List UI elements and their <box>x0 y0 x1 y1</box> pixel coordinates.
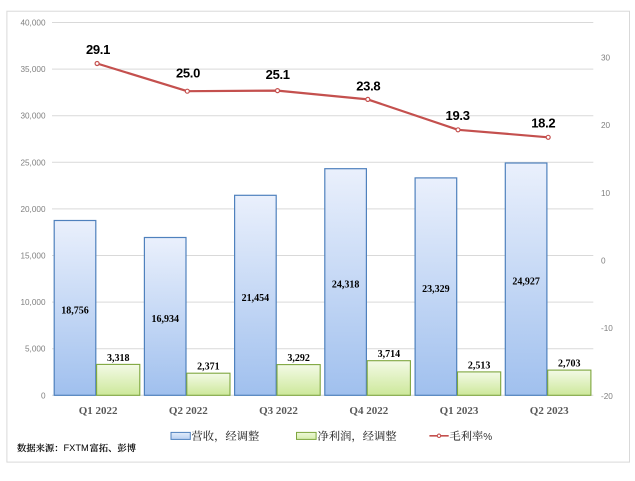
svg-text:5,000: 5,000 <box>25 345 46 354</box>
svg-text:23.8: 23.8 <box>356 79 380 94</box>
svg-text:Q4 2022: Q4 2022 <box>349 405 388 417</box>
svg-text:-20: -20 <box>601 392 613 401</box>
svg-text:Q3 2022: Q3 2022 <box>259 405 298 417</box>
svg-text:16,934: 16,934 <box>151 314 179 325</box>
svg-text:3,714: 3,714 <box>378 349 401 360</box>
svg-text:30: 30 <box>601 53 611 62</box>
svg-text:0: 0 <box>41 391 46 400</box>
svg-text:23,329: 23,329 <box>422 284 450 295</box>
svg-text:3,292: 3,292 <box>287 353 310 364</box>
svg-text:Q1 2022: Q1 2022 <box>79 405 118 417</box>
svg-text:10,000: 10,000 <box>20 298 45 307</box>
svg-text:-10: -10 <box>601 324 613 333</box>
svg-text:30,000: 30,000 <box>20 112 45 121</box>
svg-text:%: % <box>483 432 492 443</box>
svg-text:2,513: 2,513 <box>468 360 491 371</box>
svg-text:Q2 2022: Q2 2022 <box>169 405 208 417</box>
svg-text:25.0: 25.0 <box>176 65 200 80</box>
svg-text:40,000: 40,000 <box>20 19 45 28</box>
svg-text:35,000: 35,000 <box>20 65 45 74</box>
svg-text:0: 0 <box>601 257 606 266</box>
svg-text:18.2: 18.2 <box>531 116 555 131</box>
svg-text:15,000: 15,000 <box>20 252 45 261</box>
svg-text:20,000: 20,000 <box>20 205 45 214</box>
svg-text:2,371: 2,371 <box>197 362 220 373</box>
svg-text:Q1 2023: Q1 2023 <box>440 405 479 417</box>
svg-text:18,756: 18,756 <box>61 305 89 316</box>
svg-text:25.1: 25.1 <box>266 67 290 82</box>
svg-text:20: 20 <box>601 121 611 130</box>
svg-text:10: 10 <box>601 189 611 198</box>
svg-text:19.3: 19.3 <box>446 108 470 123</box>
svg-text:FXTM: FXTM <box>64 443 89 453</box>
svg-text:21,454: 21,454 <box>242 293 270 304</box>
svg-text:24,927: 24,927 <box>512 277 540 288</box>
svg-text:24,318: 24,318 <box>332 280 360 291</box>
svg-text:29.1: 29.1 <box>86 42 110 57</box>
svg-text:25,000: 25,000 <box>20 158 45 167</box>
svg-text:Q2 2023: Q2 2023 <box>530 405 569 417</box>
svg-text:2,703: 2,703 <box>558 359 581 370</box>
svg-text:3,318: 3,318 <box>107 353 130 364</box>
